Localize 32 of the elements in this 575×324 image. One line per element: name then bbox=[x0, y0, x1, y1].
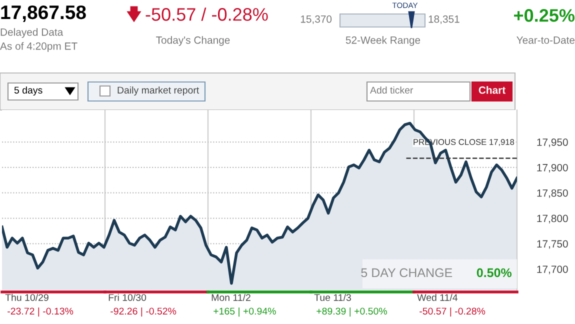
text: 17,867.58 bbox=[1, 5, 86, 22]
y-tick-label: 17,750 bbox=[537, 240, 568, 249]
text: Mon 11/2 bbox=[212, 294, 250, 301]
text: +89.39 | +0.50% bbox=[316, 307, 387, 317]
text: Delayed Data bbox=[0, 28, 64, 38]
text: Chart bbox=[478, 86, 506, 94]
text: -92.26 | -0.52% bbox=[110, 307, 176, 317]
text: +0.25% bbox=[514, 9, 575, 22]
text: As of 4:20pm ET bbox=[0, 42, 78, 52]
text: Thu 10/29 bbox=[5, 294, 48, 301]
text: -50.57 | -0.28% bbox=[420, 307, 486, 317]
text: Wed 11/4 bbox=[417, 294, 458, 301]
annotation: 0.50% bbox=[476, 268, 512, 278]
text: 52-Week Range bbox=[346, 36, 420, 46]
text: Tue 11/3 bbox=[314, 294, 351, 301]
text: Add ticker bbox=[370, 86, 414, 94]
annotation: 5 DAY CHANGE bbox=[361, 268, 452, 278]
text: +165 | +0.94% bbox=[214, 307, 276, 317]
y-tick-label: 17,800 bbox=[537, 214, 568, 224]
text: 15,370 bbox=[300, 15, 332, 24]
text: Year-to-Date bbox=[516, 36, 575, 44]
y-tick-label: 17,850 bbox=[537, 189, 568, 198]
text: 5 days bbox=[14, 86, 42, 96]
y-tick-label: 17,700 bbox=[537, 266, 568, 274]
y-tick-label: 17,900 bbox=[537, 164, 568, 173]
text: Today's Change bbox=[156, 36, 230, 46]
y-tick-label: 17,950 bbox=[537, 138, 568, 148]
text: Daily market report bbox=[118, 86, 200, 96]
text: -23.72 | -0.13% bbox=[8, 307, 74, 317]
text: -50.57 / -0.28% bbox=[146, 8, 268, 21]
text: 18,351 bbox=[428, 15, 460, 24]
text: Fri 10/30 bbox=[108, 294, 146, 301]
